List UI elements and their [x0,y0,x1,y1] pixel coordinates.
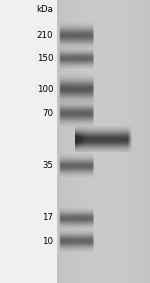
Text: 10: 10 [42,237,53,246]
Text: kDa: kDa [36,5,53,14]
Text: 100: 100 [37,85,53,94]
Text: 17: 17 [42,213,53,222]
Text: 150: 150 [37,53,53,63]
Text: 35: 35 [42,161,53,170]
Text: 70: 70 [42,109,53,118]
Text: 210: 210 [37,31,53,40]
